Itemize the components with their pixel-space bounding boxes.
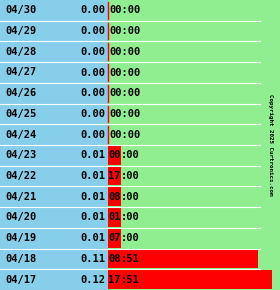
- Bar: [108, 208, 122, 227]
- Text: :51: :51: [121, 254, 140, 264]
- Bar: [0, 166, 108, 186]
- Bar: [108, 21, 260, 41]
- Text: :51: :51: [121, 275, 140, 285]
- Bar: [0, 124, 108, 145]
- Text: 0.01: 0.01: [80, 150, 105, 160]
- Text: 04/29: 04/29: [6, 26, 37, 36]
- Text: 00:00: 00:00: [109, 88, 141, 98]
- Bar: [108, 146, 122, 165]
- Text: Copyright 2025 Curtronics.com: Copyright 2025 Curtronics.com: [268, 94, 273, 196]
- Bar: [108, 186, 260, 207]
- Bar: [108, 166, 260, 186]
- Bar: [0, 207, 108, 228]
- Text: 04/30: 04/30: [6, 5, 37, 15]
- Text: 0.00: 0.00: [80, 68, 105, 77]
- Text: 0.00: 0.00: [80, 26, 105, 36]
- Text: 00:00: 00:00: [109, 5, 141, 15]
- Text: 0.11: 0.11: [80, 254, 105, 264]
- Text: 00:00: 00:00: [109, 26, 141, 36]
- Text: 0.01: 0.01: [80, 213, 105, 222]
- Text: 01: 01: [108, 213, 121, 222]
- Text: 07: 07: [108, 233, 121, 243]
- Text: 04/25: 04/25: [6, 109, 37, 119]
- Text: 00:00: 00:00: [109, 68, 141, 77]
- Text: 04/24: 04/24: [6, 130, 37, 140]
- Text: 00:00: 00:00: [109, 130, 141, 140]
- Text: 00:00: 00:00: [109, 109, 141, 119]
- Bar: [0, 186, 108, 207]
- Text: 04/26: 04/26: [6, 88, 37, 98]
- Bar: [108, 207, 260, 228]
- Text: 04/21: 04/21: [6, 192, 37, 202]
- Text: 0.01: 0.01: [80, 171, 105, 181]
- Bar: [0, 41, 108, 62]
- Text: 08: 08: [108, 254, 121, 264]
- Text: 04/28: 04/28: [6, 47, 37, 57]
- Bar: [0, 83, 108, 104]
- Text: :00: :00: [121, 192, 140, 202]
- Text: 0.00: 0.00: [80, 130, 105, 140]
- Bar: [0, 104, 108, 124]
- Bar: [108, 145, 260, 166]
- Text: :00: :00: [121, 213, 140, 222]
- Bar: [108, 124, 260, 145]
- Bar: [108, 249, 260, 269]
- Bar: [108, 229, 122, 248]
- Text: 00: 00: [108, 150, 121, 160]
- Bar: [108, 167, 122, 185]
- Text: 00:00: 00:00: [109, 47, 141, 57]
- Text: 17: 17: [108, 275, 121, 285]
- Bar: [108, 187, 122, 206]
- Bar: [108, 41, 260, 62]
- Bar: [108, 250, 258, 268]
- Text: 04/22: 04/22: [6, 171, 37, 181]
- Text: 04/18: 04/18: [6, 254, 37, 264]
- Bar: [108, 270, 272, 289]
- Text: 0.00: 0.00: [80, 109, 105, 119]
- Bar: [0, 21, 108, 41]
- Text: 04/27: 04/27: [6, 68, 37, 77]
- Text: 0.00: 0.00: [80, 47, 105, 57]
- Bar: [108, 0, 260, 21]
- Bar: [0, 0, 108, 21]
- Text: 04/20: 04/20: [6, 213, 37, 222]
- Bar: [108, 269, 260, 290]
- Bar: [0, 269, 108, 290]
- Text: 0.00: 0.00: [80, 88, 105, 98]
- Bar: [0, 228, 108, 249]
- Text: 0.12: 0.12: [80, 275, 105, 285]
- Text: 0.01: 0.01: [80, 192, 105, 202]
- Text: 04/19: 04/19: [6, 233, 37, 243]
- Text: :00: :00: [121, 171, 140, 181]
- Text: 0.01: 0.01: [80, 233, 105, 243]
- Bar: [108, 104, 260, 124]
- Bar: [0, 145, 108, 166]
- Bar: [108, 62, 260, 83]
- Bar: [0, 249, 108, 269]
- Text: :00: :00: [121, 233, 140, 243]
- Text: 04/17: 04/17: [6, 275, 37, 285]
- Text: 04/23: 04/23: [6, 150, 37, 160]
- Bar: [0, 62, 108, 83]
- Text: 17: 17: [108, 171, 121, 181]
- Text: 0.00: 0.00: [80, 5, 105, 15]
- Bar: [108, 228, 260, 249]
- Bar: [108, 83, 260, 104]
- Text: :00: :00: [121, 150, 140, 160]
- Text: 08: 08: [108, 192, 121, 202]
